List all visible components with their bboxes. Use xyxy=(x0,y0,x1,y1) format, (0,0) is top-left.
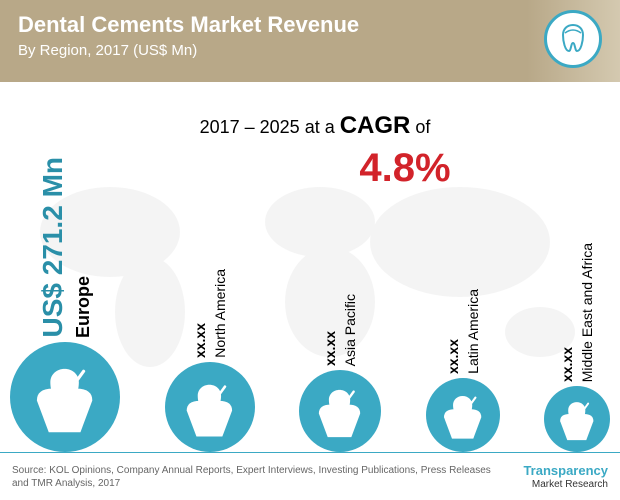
cagr-prefix: 2017 – 2025 at a xyxy=(200,117,340,137)
region-item: xx.xxNorth America xyxy=(165,269,255,452)
region-value: xx.xx xyxy=(559,347,575,382)
footer-logo: Transparency Market Research xyxy=(523,463,608,490)
region-name: North America xyxy=(212,269,228,358)
region-name: Europe xyxy=(73,276,94,338)
tooth-logo-icon xyxy=(544,10,602,68)
page-title: Dental Cements Market Revenue xyxy=(18,12,602,38)
region-name: Latin America xyxy=(465,289,481,374)
region-labels: xx.xxLatin America xyxy=(445,289,481,374)
region-value: xx.xx xyxy=(322,331,338,366)
page-subtitle: By Region, 2017 (US$ Mn) xyxy=(18,42,602,59)
region-value: xx.xx xyxy=(192,323,208,358)
region-value: xx.xx xyxy=(445,339,461,374)
region-item: xx.xxMiddle East and Africa xyxy=(544,243,610,452)
region-name: Asia Pacific xyxy=(342,294,358,366)
region-labels: US$ 271.2 MnEurope xyxy=(37,157,94,338)
footer-source: Source: KOL Opinions, Company Annual Rep… xyxy=(12,464,492,490)
tooth-cement-icon xyxy=(165,362,255,452)
cagr-suffix: of xyxy=(410,117,430,137)
region-labels: xx.xxNorth America xyxy=(192,269,228,358)
tooth-cement-icon xyxy=(10,342,120,452)
region-value: US$ 271.2 Mn xyxy=(37,157,69,338)
region-item: xx.xxAsia Pacific xyxy=(299,294,381,452)
footer: Source: KOL Opinions, Company Annual Rep… xyxy=(0,452,620,500)
region-name: Middle East and Africa xyxy=(579,243,595,382)
region-labels: xx.xxMiddle East and Africa xyxy=(559,243,595,382)
regions-row: US$ 271.2 MnEuropexx.xxNorth Americaxx.x… xyxy=(10,172,610,452)
footer-logo-line1: Transparency xyxy=(523,463,608,478)
tooth-cement-icon xyxy=(544,386,610,452)
tooth-cement-icon xyxy=(299,370,381,452)
header-bar: Dental Cements Market Revenue By Region,… xyxy=(0,0,620,82)
region-item: xx.xxLatin America xyxy=(426,289,500,452)
cagr-value: 4.8% xyxy=(200,146,610,191)
region-labels: xx.xxAsia Pacific xyxy=(322,294,358,366)
region-item: US$ 271.2 MnEurope xyxy=(10,157,120,452)
cagr-text-line: 2017 – 2025 at a CAGR of xyxy=(20,112,610,140)
footer-logo-line2: Market Research xyxy=(532,479,608,490)
cagr-label: CAGR xyxy=(340,112,411,139)
tooth-cement-icon xyxy=(426,378,500,452)
main-area: 2017 – 2025 at a CAGR of 4.8% US$ 271.2 … xyxy=(0,82,620,452)
